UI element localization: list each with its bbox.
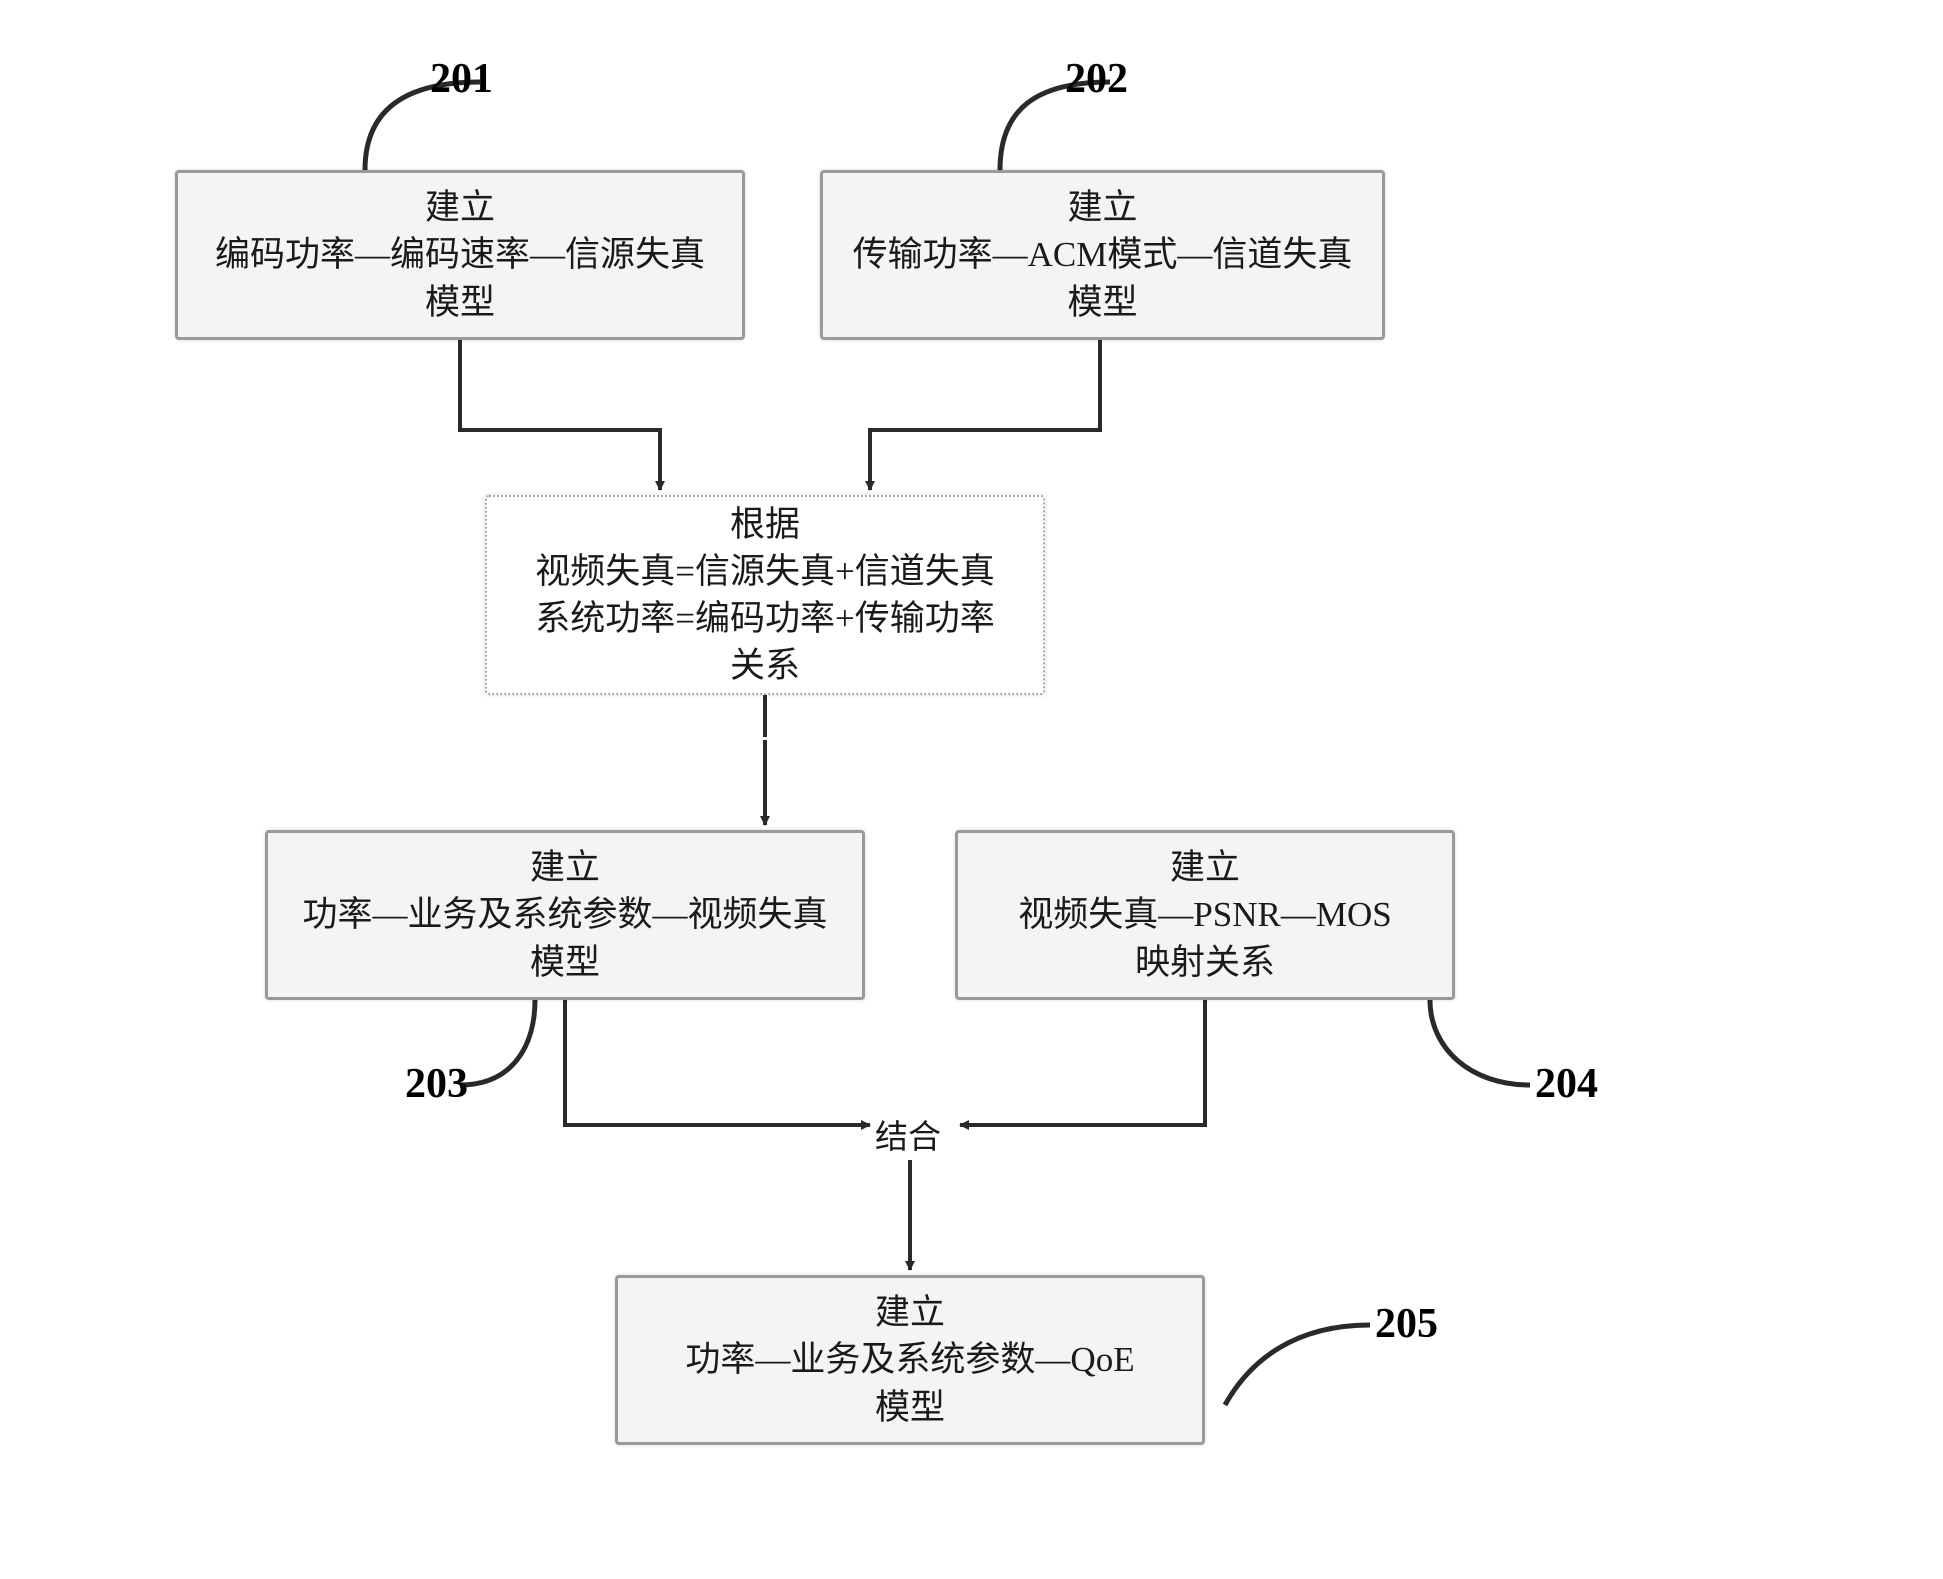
box-203-line3: 模型 [530, 939, 600, 986]
label-201: 201 [430, 55, 493, 103]
box-mid-line2: 视频失真=信源失真+信道失真 [535, 548, 994, 595]
box-201-line2: 编码功率—编码速率—信源失真 [215, 231, 705, 278]
box-205: 建立 功率—业务及系统参数—QoE 模型 [615, 1275, 1205, 1445]
box-mid-line3: 系统功率=编码功率+传输功率 [535, 595, 994, 642]
label-202: 202 [1065, 55, 1128, 103]
box-203: 建立 功率—业务及系统参数—视频失真 模型 [265, 830, 865, 1000]
box-mid: 根据 视频失真=信源失真+信道失真 系统功率=编码功率+传输功率 关系 [485, 495, 1045, 695]
box-205-line2: 功率—业务及系统参数—QoE [685, 1336, 1134, 1383]
label-205: 205 [1375, 1300, 1438, 1348]
box-mid-line1: 根据 [730, 501, 800, 548]
box-204-line1: 建立 [1170, 844, 1240, 891]
box-201-line3: 模型 [425, 279, 495, 326]
combine-label: 结合 [875, 1110, 941, 1158]
box-203-line2: 功率—业务及系统参数—视频失真 [302, 891, 827, 938]
box-203-line1: 建立 [530, 844, 600, 891]
box-mid-line4: 关系 [730, 642, 800, 689]
box-201-line1: 建立 [425, 184, 495, 231]
box-204-line3: 映射关系 [1135, 939, 1275, 986]
label-204: 204 [1535, 1060, 1598, 1108]
box-202-line1: 建立 [1067, 184, 1137, 231]
box-201: 建立 编码功率—编码速率—信源失真 模型 [175, 170, 745, 340]
box-205-line3: 模型 [875, 1384, 945, 1431]
box-202: 建立 传输功率—ACM模式—信道失真 模型 [820, 170, 1385, 340]
box-202-line3: 模型 [1067, 279, 1137, 326]
diagram-canvas: 建立 编码功率—编码速率—信源失真 模型 建立 传输功率—ACM模式—信道失真 … [0, 0, 1943, 1579]
box-204-line2: 视频失真—PSNR—MOS [1018, 891, 1391, 938]
label-203: 203 [405, 1060, 468, 1108]
box-204: 建立 视频失真—PSNR—MOS 映射关系 [955, 830, 1455, 1000]
box-205-line1: 建立 [875, 1289, 945, 1336]
box-202-line2: 传输功率—ACM模式—信道失真 [853, 231, 1353, 278]
